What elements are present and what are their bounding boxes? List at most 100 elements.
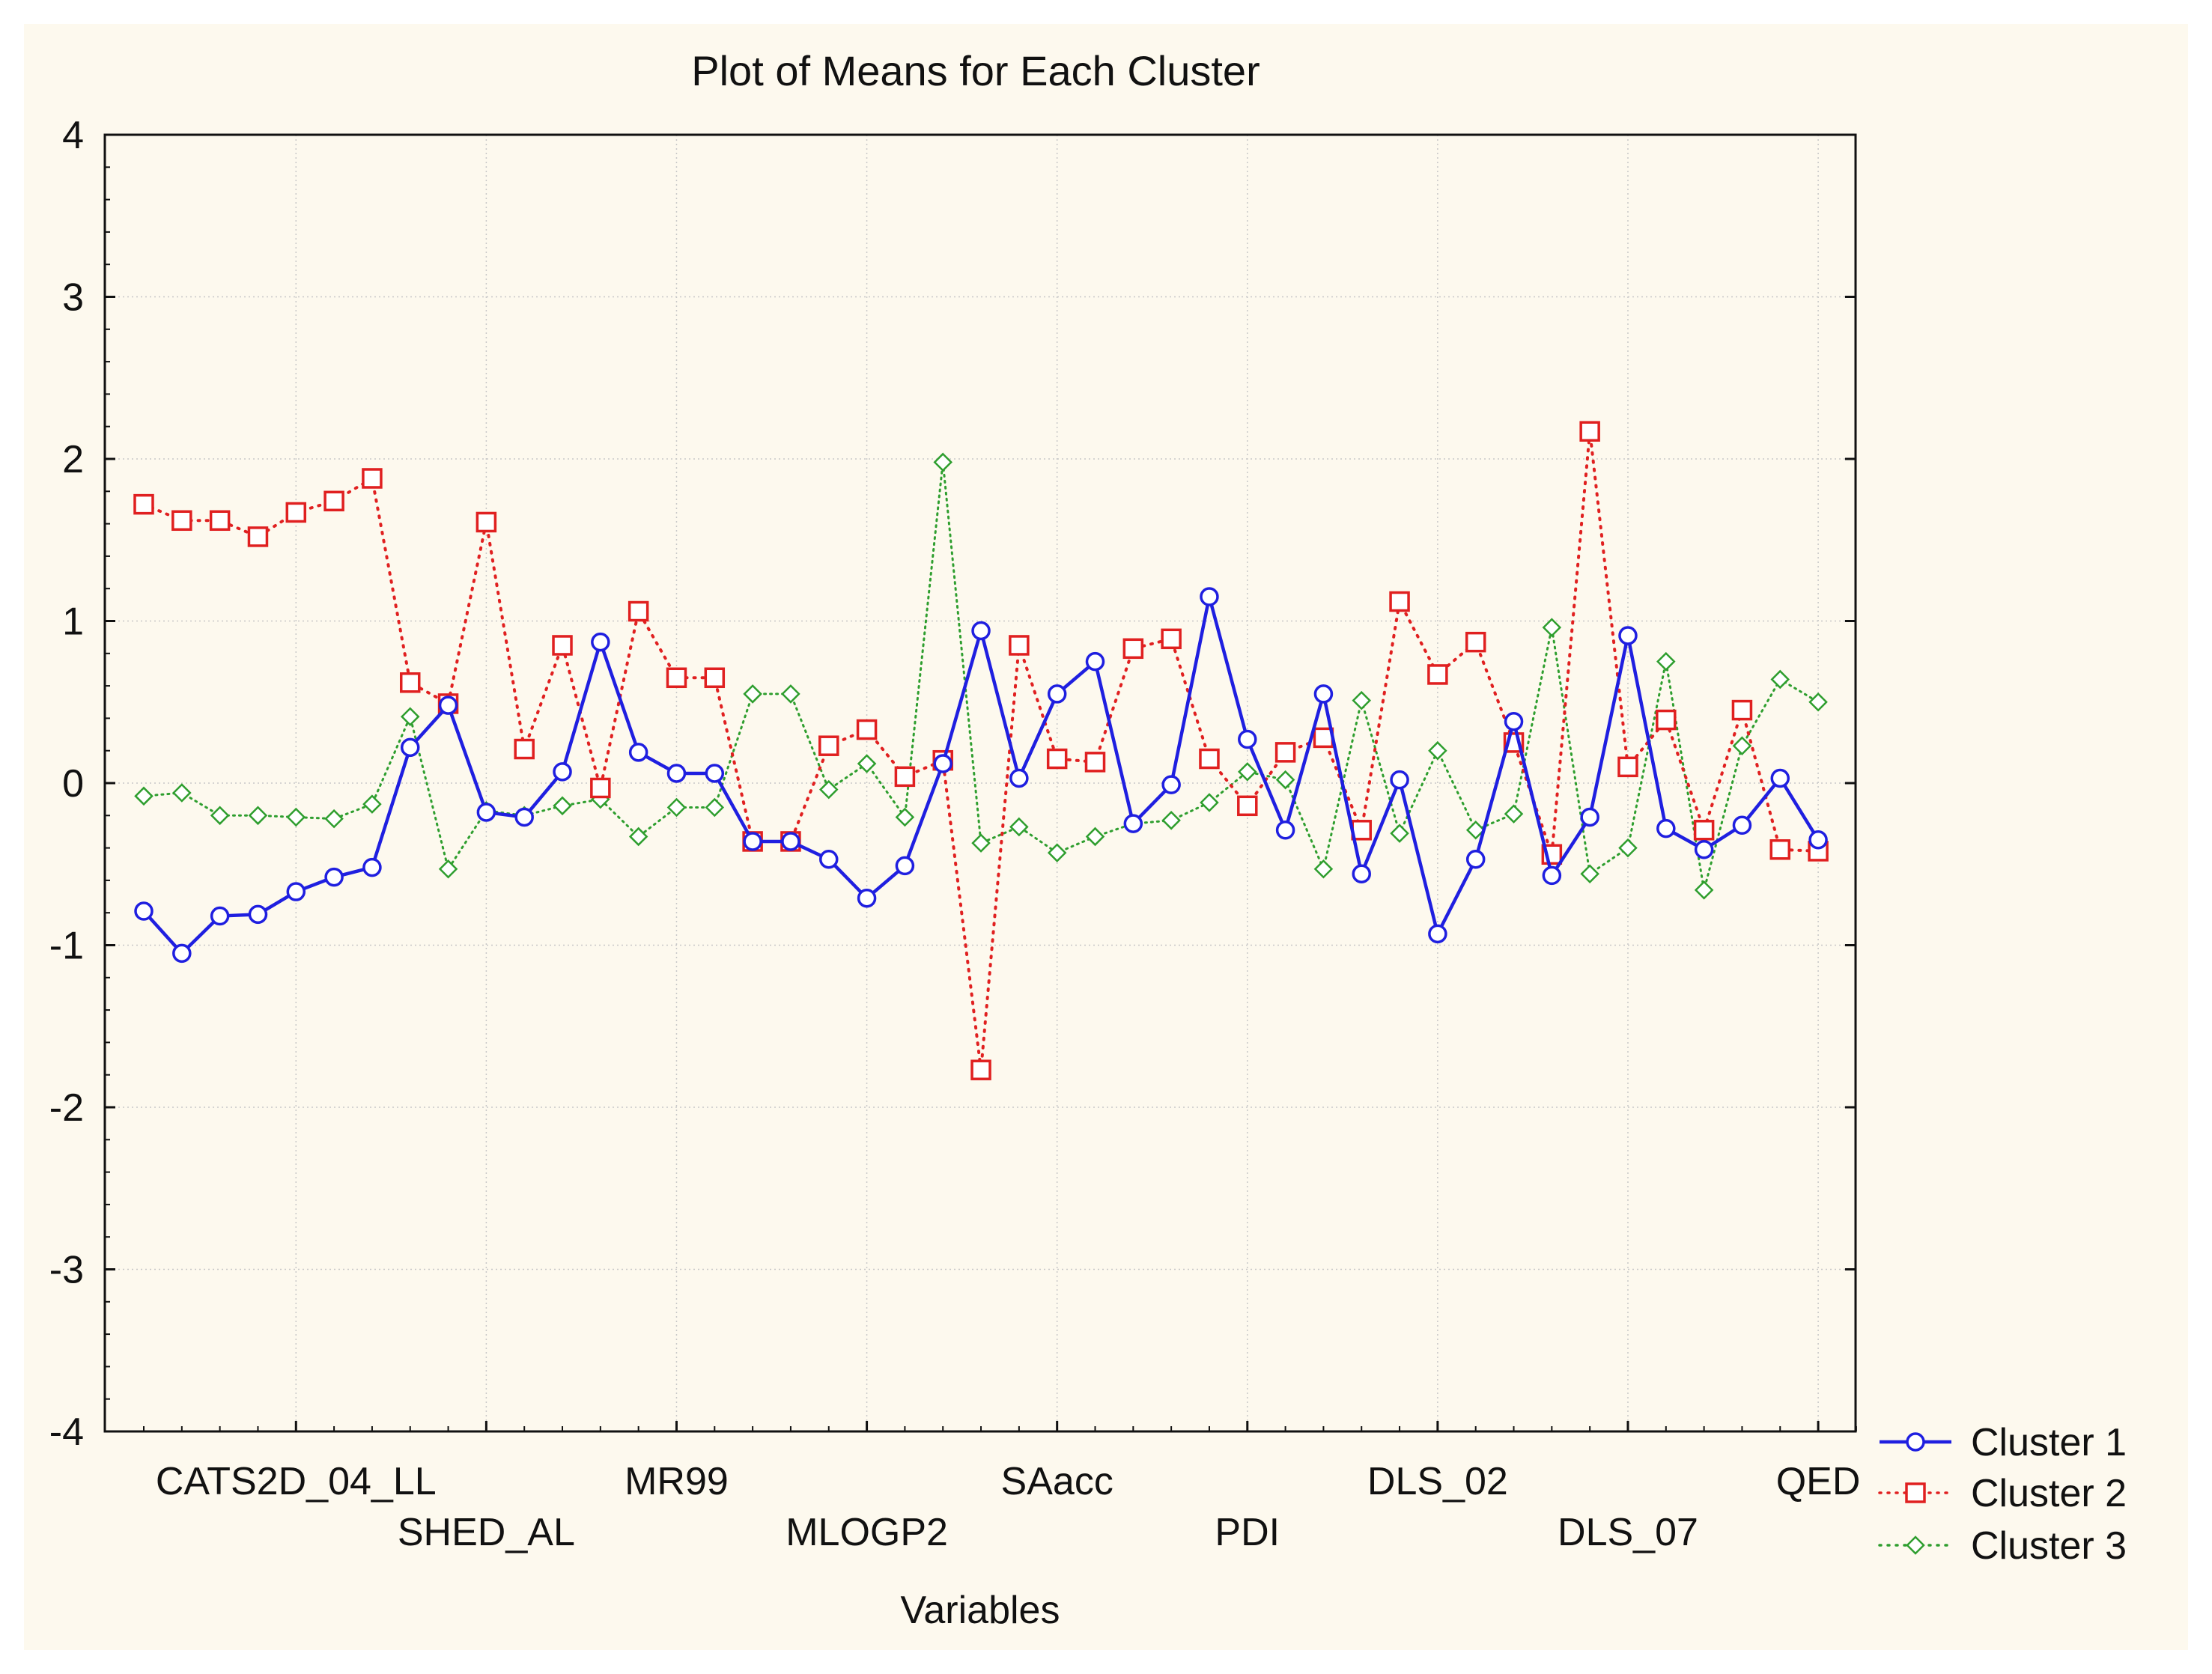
data-point-cluster-3 [1085, 827, 1105, 847]
data-point-cluster-3 [628, 827, 648, 847]
data-point-cluster-1 [324, 867, 344, 887]
x-tick-label: QED [1776, 1460, 1861, 1503]
data-point-cluster-2 [1617, 756, 1638, 778]
data-point-cluster-2 [1122, 638, 1144, 660]
data-point-cluster-1 [1085, 651, 1105, 672]
legend: Cluster 1 Cluster 2 Cluster 3 [1878, 1421, 2127, 1568]
data-point-cluster-3 [933, 452, 952, 472]
gridlines [105, 135, 1856, 1431]
data-point-cluster-1 [172, 943, 192, 964]
data-point-cluster-1 [1580, 807, 1599, 827]
y-tick-label: 0 [62, 762, 84, 806]
series-cluster-3 [134, 452, 1828, 900]
data-point-cluster-2 [399, 672, 421, 693]
data-point-cluster-3 [362, 794, 382, 814]
x-tick-label: SHED_AL [398, 1511, 575, 1554]
data-point-cluster-3 [1618, 838, 1638, 858]
data-point-cluster-1 [781, 832, 800, 851]
data-point-cluster-3 [705, 797, 725, 818]
legend-label-cluster-3: Cluster 3 [1971, 1524, 2127, 1568]
data-point-cluster-1 [1161, 775, 1181, 794]
data-point-cluster-3 [324, 809, 344, 829]
data-point-cluster-3 [818, 779, 839, 800]
series-cluster-2 [133, 421, 1829, 1080]
data-point-cluster-3 [1580, 864, 1599, 884]
data-point-cluster-2 [209, 510, 231, 532]
data-point-cluster-2 [1769, 839, 1791, 860]
data-point-cluster-2 [1465, 631, 1486, 653]
data-point-cluster-1 [1808, 830, 1828, 850]
data-point-cluster-3 [1009, 817, 1029, 837]
data-point-cluster-2 [285, 502, 307, 523]
data-point-cluster-2 [514, 738, 535, 760]
legend-marker-cluster-2 [1905, 1482, 1926, 1503]
y-tick-label: -2 [49, 1086, 84, 1130]
y-tick-label: -3 [49, 1249, 84, 1292]
x-tick-label: SAacc [1001, 1460, 1113, 1503]
data-point-cluster-2 [1389, 591, 1410, 612]
data-point-cluster-3 [210, 806, 230, 826]
data-point-cluster-1 [400, 737, 420, 758]
data-point-cluster-1 [1732, 815, 1752, 836]
data-point-cluster-2 [323, 490, 344, 512]
data-point-cluster-3 [1542, 618, 1562, 637]
chart-panel [24, 24, 2188, 1650]
data-point-cluster-2 [1161, 628, 1182, 650]
data-point-cluster-1 [362, 857, 382, 877]
data-point-cluster-2 [704, 667, 726, 689]
data-point-cluster-1 [1009, 768, 1029, 788]
data-point-cluster-1 [628, 743, 648, 762]
data-point-cluster-1 [819, 850, 839, 869]
data-point-cluster-1 [1504, 711, 1524, 731]
data-point-cluster-2 [1579, 421, 1600, 442]
data-point-cluster-3 [1238, 762, 1257, 782]
data-point-cluster-3 [1770, 669, 1790, 690]
data-point-cluster-3 [1200, 793, 1219, 812]
data-point-cluster-1 [1123, 814, 1143, 833]
data-point-cluster-1 [1238, 729, 1257, 749]
data-point-cluster-2 [1656, 709, 1677, 731]
data-point-cluster-3 [1390, 824, 1409, 843]
series-line-cluster-3 [142, 462, 1820, 891]
data-point-cluster-1 [1694, 840, 1714, 859]
data-point-cluster-1 [210, 906, 230, 926]
data-point-cluster-3 [743, 684, 762, 704]
data-point-cluster-1 [895, 856, 915, 876]
data-point-cluster-3 [438, 859, 458, 879]
x-tick-label: PDI [1215, 1511, 1280, 1554]
data-point-cluster-1 [476, 803, 496, 822]
data-point-cluster-1 [514, 807, 534, 827]
data-point-cluster-3 [666, 797, 687, 818]
data-point-cluster-1 [743, 832, 762, 851]
data-point-cluster-1 [438, 696, 458, 715]
data-point-cluster-3 [1732, 736, 1752, 755]
data-point-cluster-1 [1313, 684, 1334, 704]
series-layer [133, 421, 1829, 1080]
data-point-cluster-2 [666, 667, 687, 689]
y-tick-label: -1 [49, 925, 84, 968]
data-point-cluster-1 [1047, 684, 1067, 704]
data-point-cluster-2 [1199, 748, 1220, 770]
data-point-cluster-2 [628, 600, 649, 622]
data-point-cluster-1 [134, 901, 154, 921]
data-point-cluster-2 [475, 511, 497, 533]
data-point-cluster-2 [1731, 699, 1753, 721]
x-tick-label: MR99 [625, 1460, 729, 1503]
data-point-cluster-1 [1200, 587, 1219, 606]
data-point-cluster-3 [400, 707, 420, 727]
data-point-cluster-2 [1084, 752, 1106, 773]
data-point-cluster-2 [818, 735, 839, 756]
data-point-cluster-3 [1504, 804, 1524, 824]
data-point-cluster-1 [1465, 850, 1486, 869]
data-point-cluster-1 [933, 754, 952, 773]
data-point-cluster-3 [857, 754, 877, 773]
data-point-cluster-2 [1274, 742, 1296, 763]
data-point-cluster-1 [553, 762, 572, 782]
chart-title: Plot of Means for Each Cluster [691, 47, 1260, 94]
data-point-cluster-3 [1694, 880, 1714, 900]
legend-marker-cluster-3 [1906, 1535, 1925, 1555]
data-point-cluster-2 [1693, 820, 1715, 841]
data-point-cluster-2 [1237, 795, 1258, 817]
data-point-cluster-1 [1542, 865, 1562, 886]
